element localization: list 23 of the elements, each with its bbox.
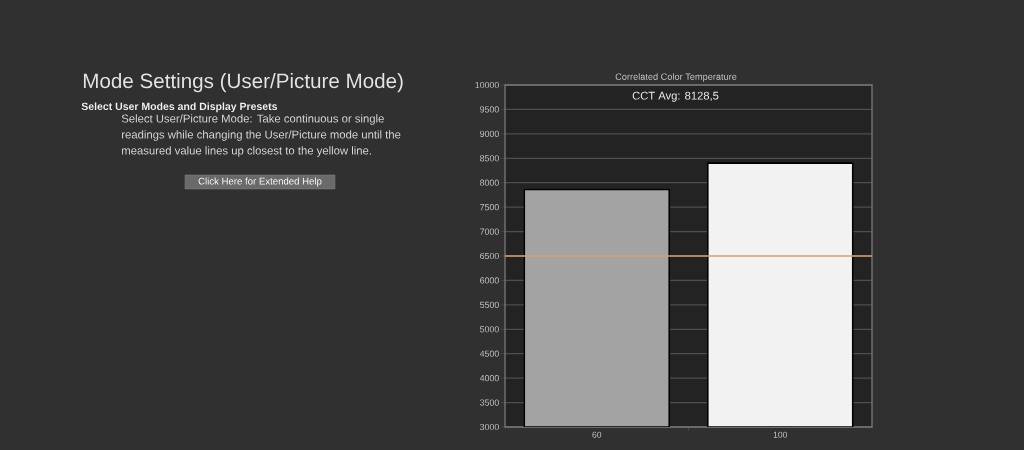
text: Mode Settings (User/Picture Mode) [83,73,403,93]
text: Select User Modes and Display Presets [81,102,278,113]
y-tick-label: 5000 [480,326,499,333]
y-tick-label: 8000 [480,179,499,186]
y-tick-label: 5500 [480,301,499,308]
y-tick-label: 9500 [480,106,499,113]
y-tick-label: 8500 [480,155,499,162]
x-tick-label: 60 [592,431,602,438]
y-tick-label: 6000 [480,277,499,284]
y-tick-label: 7000 [480,228,499,235]
y-tick-label: 3500 [480,399,499,406]
y-tick-label: 10000 [475,81,499,89]
chart-title: Correlated Color Temperature [615,73,737,82]
y-tick-label: 4500 [479,350,499,357]
x-tick-label: 100 [773,431,788,438]
y-tick-label: 6500 [480,252,499,260]
annotation: CCT Avg: 8128,5 [632,91,719,102]
y-tick-label: 4000 [479,375,499,382]
y-tick-label: 7500 [480,204,499,211]
text: Click Here for Extended Help [198,177,322,187]
text: Select User/Picture Mode: Take continuous or single readings while changing the User/Picture mode until the measured value lines up closest to the yellow line. [121,114,401,157]
y-tick-label: 3000 [480,423,499,431]
y-tick-label: 9000 [480,130,499,137]
